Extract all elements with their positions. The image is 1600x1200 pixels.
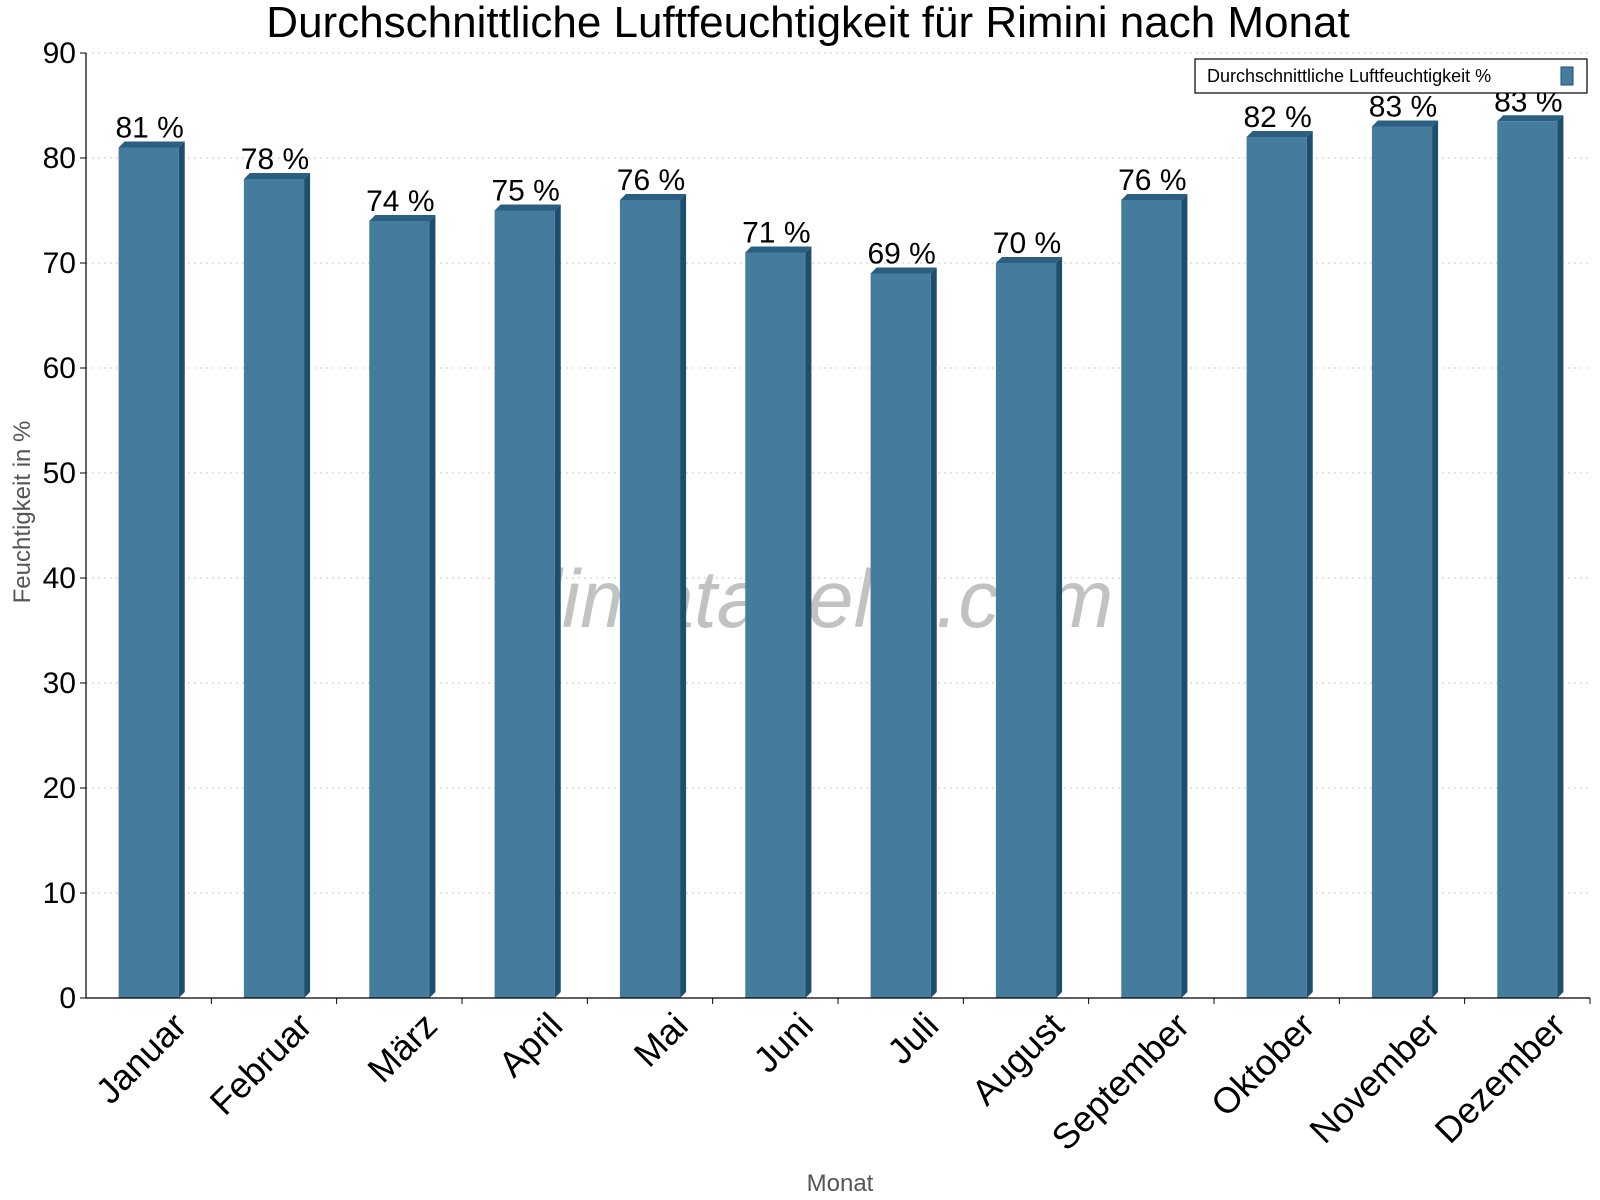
bar-value-label: 76 % xyxy=(1118,164,1186,197)
bar xyxy=(1246,137,1307,998)
bar-side xyxy=(805,246,812,998)
bar xyxy=(1121,200,1182,998)
bar xyxy=(243,179,305,998)
grid-lines xyxy=(86,52,1590,894)
y-tick-label: 50 xyxy=(43,457,76,490)
x-axis-label: Monat xyxy=(807,1170,874,1197)
y-tick-label: 20 xyxy=(43,772,76,805)
x-tick-label: Februar xyxy=(202,1005,320,1123)
bar xyxy=(995,263,1057,998)
y-tick-labels: 0 10 20 30 40 50 60 70 80 90 xyxy=(43,37,76,1015)
bar-side xyxy=(1432,120,1439,998)
bar-4: 76 % xyxy=(617,164,687,998)
bar xyxy=(745,252,806,998)
bar-10: 83 % xyxy=(1369,91,1439,998)
bar-top xyxy=(1497,115,1564,122)
bar-top xyxy=(118,141,185,148)
bar-side xyxy=(1181,194,1188,998)
x-tick-label: März xyxy=(359,1005,445,1091)
bar-top xyxy=(369,215,436,221)
bar-side xyxy=(1306,131,1313,998)
bar-value-label: 71 % xyxy=(742,217,810,250)
legend-box xyxy=(1194,58,1588,94)
bars: 81 % 78 % 74 % 75 % 76 % 71 % 69 % 70 % 76 % 82 %… xyxy=(115,85,1564,998)
bar xyxy=(870,273,931,998)
legend: Durchschnittliche Luftfeuchtigkeit % xyxy=(1194,58,1588,94)
axes xyxy=(80,52,1591,1004)
bar-value-label: 78 % xyxy=(241,143,309,176)
bar-value-label: 75 % xyxy=(491,175,559,208)
bar-top xyxy=(745,246,812,253)
x-tick-label: Januar xyxy=(87,1005,194,1112)
x-tick-label: Oktober xyxy=(1203,1005,1323,1125)
y-tick-label: 30 xyxy=(43,667,76,700)
bar-side xyxy=(429,215,436,998)
y-tick-label: 60 xyxy=(43,352,76,385)
bar-value-label: 81 % xyxy=(115,112,183,145)
bar-2: 74 % xyxy=(366,185,436,998)
bar-top xyxy=(494,204,561,211)
bar-7: 70 % xyxy=(993,227,1063,998)
y-tick-label: 40 xyxy=(43,562,76,595)
bar-value-label: 70 % xyxy=(993,227,1061,260)
x-tick-label: Dezember xyxy=(1427,1005,1573,1151)
bar-side xyxy=(680,194,687,998)
x-tick-label: September xyxy=(1043,1005,1197,1159)
y-tick-label: 80 xyxy=(43,142,76,175)
bar-value-label: 82 % xyxy=(1243,101,1311,134)
bar xyxy=(369,221,430,998)
bar-side xyxy=(1557,115,1564,998)
y-tick-label: 10 xyxy=(43,877,76,910)
x-tick-label: April xyxy=(490,1005,570,1085)
legend-swatch xyxy=(1560,66,1574,86)
bar xyxy=(619,200,681,998)
bar-6: 69 % xyxy=(867,238,937,998)
bar-1: 78 % xyxy=(241,143,311,998)
bar xyxy=(1497,121,1558,998)
y-tick-label: 70 xyxy=(43,247,76,280)
bar-side xyxy=(304,173,311,998)
bar-5: 71 % xyxy=(742,217,812,998)
bar xyxy=(494,210,555,998)
bar-side xyxy=(554,204,561,998)
bar-top xyxy=(870,267,937,274)
bar-value-label: 69 % xyxy=(867,238,935,271)
bar-value-label: 76 % xyxy=(617,164,685,197)
bar-top xyxy=(243,173,311,179)
bar-top xyxy=(1121,194,1188,200)
bar-top xyxy=(619,194,687,200)
bar-side xyxy=(1056,257,1063,998)
chart-title: Durchschnittliche Luftfeuchtigkeit für R… xyxy=(266,0,1349,47)
bar-0: 81 % xyxy=(115,112,185,998)
bar-top xyxy=(1246,131,1313,137)
x-tick-label: Mai xyxy=(626,1005,696,1075)
bar-side xyxy=(178,141,185,998)
bar-side xyxy=(930,267,937,998)
bar-9: 82 % xyxy=(1243,101,1313,998)
bar-8: 76 % xyxy=(1118,164,1188,998)
y-axis-label: Feuchtigkeit in % xyxy=(9,421,36,604)
x-tick-labels: Januar Februar März April Mai Juni Juli AugustS… xyxy=(87,1005,1573,1159)
bar xyxy=(1371,126,1433,998)
bar xyxy=(118,147,179,998)
x-tick-label: August xyxy=(963,1005,1071,1113)
y-tick-label: 0 xyxy=(59,982,76,1015)
bar-11: 83 % xyxy=(1494,85,1564,998)
bar-3: 75 % xyxy=(491,175,561,998)
bar-value-label: 83 % xyxy=(1369,91,1437,124)
x-tick-label: Juni xyxy=(745,1005,821,1081)
bar-top xyxy=(995,257,1063,263)
y-tick-label: 90 xyxy=(43,37,76,70)
legend-entry-label: Durchschnittliche Luftfeuchtigkeit % xyxy=(1207,66,1491,86)
x-tick-label: November xyxy=(1301,1005,1447,1151)
bar-top xyxy=(1371,120,1439,127)
bar-value-label: 74 % xyxy=(366,185,434,218)
x-tick-label: Juli xyxy=(879,1005,946,1072)
